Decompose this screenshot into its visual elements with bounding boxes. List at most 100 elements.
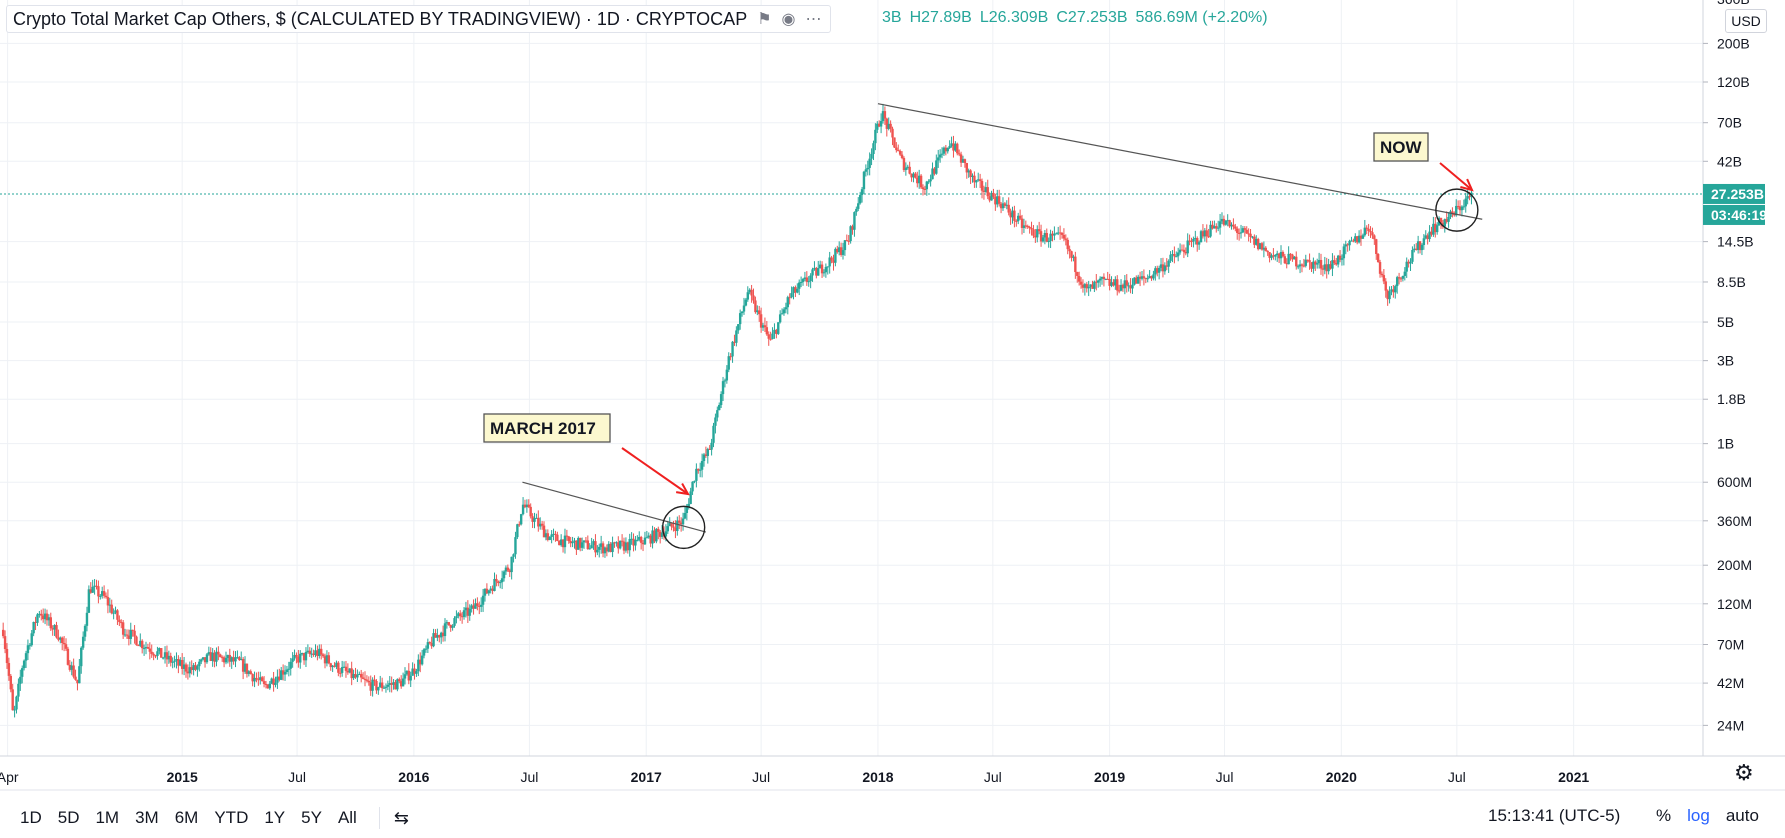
candle — [539, 517, 542, 530]
candle-body — [638, 536, 641, 540]
candle — [1462, 199, 1466, 210]
candle — [687, 498, 690, 510]
candle — [472, 599, 475, 615]
candle — [1007, 197, 1010, 216]
candle — [908, 161, 911, 175]
candle-body — [537, 517, 540, 527]
candle-body — [300, 652, 304, 654]
candle — [260, 675, 264, 682]
candle-body — [74, 676, 77, 680]
price-scale[interactable]: 360B200B120B70B42B14.5B8.5B5B3B1.8B1B600… — [1702, 0, 1767, 756]
trendline[interactable] — [877, 103, 1483, 220]
candle-body — [1199, 231, 1203, 243]
range-button-5d[interactable]: 5D — [57, 808, 80, 827]
candle — [474, 598, 477, 609]
candle — [156, 646, 159, 660]
range-button-all[interactable]: All — [337, 808, 357, 827]
candle-body — [371, 679, 374, 691]
arrow-head — [675, 483, 690, 496]
candle-body — [392, 682, 395, 685]
scale-button-auto[interactable]: auto — [1725, 806, 1759, 825]
candle — [66, 646, 70, 666]
candle-body — [872, 143, 875, 155]
candle — [403, 667, 407, 685]
candle-body — [1335, 262, 1338, 265]
candle-body — [432, 633, 435, 647]
candle-body — [297, 656, 300, 663]
candle-body — [358, 673, 361, 675]
candle-body — [500, 578, 504, 583]
more-icon[interactable]: ⋯ — [805, 11, 822, 28]
time-scale[interactable]: Apr 2015 Jul 2016 Jul 2017 Jul 2018 Jul 2019 Jul 20… — [0, 755, 1785, 791]
candle-body — [710, 442, 713, 450]
range-button-1y[interactable]: 1Y — [264, 808, 286, 827]
candle-body — [866, 167, 869, 170]
candle — [1013, 205, 1016, 228]
range-button-5y[interactable]: 5Y — [301, 808, 322, 827]
candle — [203, 657, 207, 668]
candle — [893, 137, 896, 148]
trendlines[interactable] — [522, 103, 1483, 533]
range-button-ytd[interactable]: YTD — [214, 808, 249, 827]
candle-body — [104, 595, 108, 598]
candle-body — [1462, 206, 1466, 208]
range-button-6m[interactable]: 6M — [174, 808, 199, 827]
candle-body — [1331, 260, 1334, 269]
candle — [590, 537, 593, 549]
candle-body — [1215, 226, 1218, 229]
candle-body — [1458, 206, 1462, 211]
range-button-1m[interactable]: 1M — [95, 808, 120, 827]
candle — [234, 651, 237, 668]
candle — [986, 179, 989, 200]
candle-body — [462, 610, 466, 617]
candle-body — [828, 257, 831, 267]
candle — [1079, 277, 1083, 289]
candle — [1213, 220, 1216, 229]
candle — [325, 650, 329, 667]
scale-button-percent[interactable]: % — [1656, 806, 1672, 825]
candle-body — [133, 630, 136, 637]
candle — [822, 269, 826, 277]
candle — [676, 516, 679, 536]
candle-body — [956, 143, 959, 154]
trendline[interactable] — [522, 481, 707, 533]
range-button-1d[interactable]: 1D — [20, 808, 42, 827]
candle — [1192, 236, 1195, 248]
clock[interactable]: 15:13:41 (UTC-5) — [1488, 806, 1621, 825]
eye-icon[interactable]: ◉ — [781, 11, 796, 28]
candle-body — [121, 622, 125, 635]
flag-icon[interactable]: ⚑ — [757, 11, 772, 28]
candle — [192, 662, 195, 676]
candle-body — [403, 674, 407, 679]
candle — [565, 529, 569, 541]
candle — [1142, 269, 1146, 286]
date-range-icon[interactable]: ⇆ — [393, 807, 409, 828]
candle-body — [59, 637, 62, 640]
gear-icon[interactable]: ⚙ — [1734, 760, 1754, 785]
series-legend[interactable]: Crypto Total Market Cap Others, $ (CALCU… — [6, 5, 831, 33]
callout-box[interactable] — [483, 413, 611, 443]
time-tick-label: Jul — [752, 769, 770, 785]
candle — [1424, 230, 1427, 240]
arrow-shaft — [1439, 162, 1473, 191]
scale-button-log[interactable]: log — [1687, 806, 1710, 825]
callout-box[interactable] — [1373, 132, 1429, 162]
candle — [1146, 274, 1149, 283]
currency-button[interactable]: USD — [1725, 9, 1767, 33]
candle — [895, 142, 898, 153]
highlight-circle[interactable] — [1435, 188, 1479, 232]
candle — [276, 669, 279, 689]
candle — [438, 634, 441, 643]
price-tick-label: 200M — [1717, 557, 1752, 573]
candle-body — [937, 157, 940, 161]
candle — [1276, 250, 1279, 262]
range-button-3m[interactable]: 3M — [135, 808, 159, 827]
candle-body — [887, 123, 890, 129]
candle — [643, 531, 647, 546]
candle — [523, 499, 527, 509]
candle — [1319, 253, 1323, 275]
candle-body — [1317, 259, 1321, 264]
highlight-circle[interactable] — [661, 505, 706, 550]
